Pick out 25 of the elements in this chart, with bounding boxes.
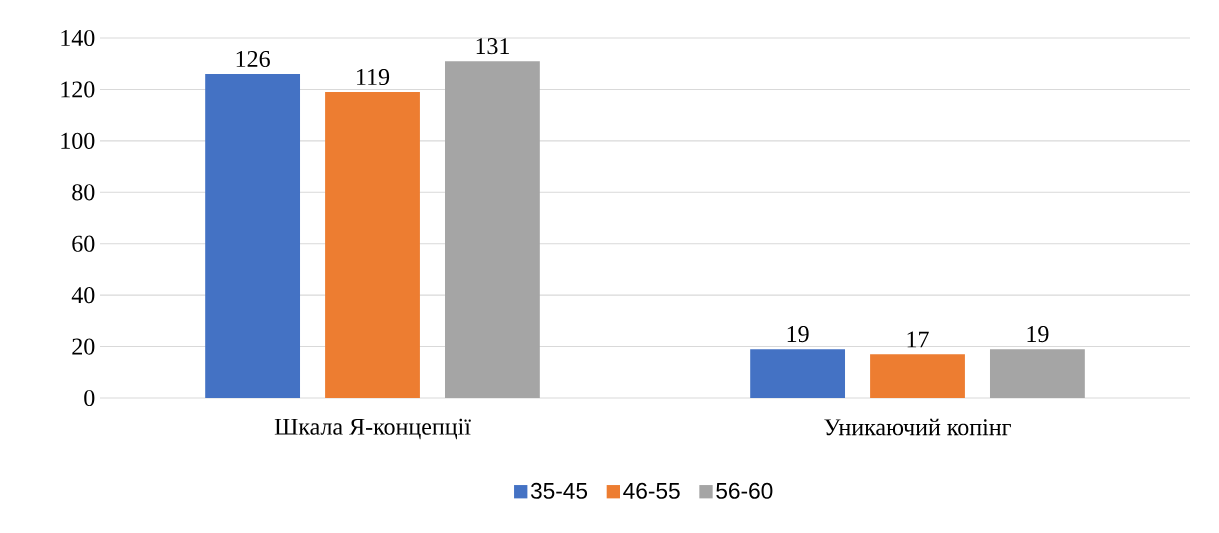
x-tick-label: Уникаючий копінг (824, 418, 1011, 436)
bar (990, 349, 1085, 398)
data-label: 19 (787, 326, 809, 343)
data-label: 131 (476, 38, 509, 55)
y-tick-label: 140 (61, 29, 95, 47)
y-tick-label: 120 (61, 81, 95, 98)
legend-label: 46-55 (623, 482, 680, 499)
bar (870, 354, 965, 398)
data-label: 19 (1027, 326, 1049, 343)
x-tick-label: Шкала Я-концепції (274, 418, 471, 440)
y-tick-label: 0 (84, 389, 95, 407)
y-tick-label: 80 (72, 184, 95, 201)
y-tick-label: 20 (72, 338, 95, 355)
data-label: 17 (907, 331, 929, 348)
data-label: 119 (357, 68, 390, 86)
bar (325, 92, 420, 398)
bar (444, 61, 540, 398)
legend-label: 56-60 (716, 482, 773, 499)
data-label: 126 (236, 50, 270, 68)
y-tick-label: 60 (72, 235, 95, 252)
legend-label: 35-45 (530, 482, 588, 499)
y-tick-label: 100 (61, 132, 95, 149)
bar (750, 349, 846, 398)
y-tick-label: 40 (71, 287, 95, 304)
bar (205, 74, 301, 398)
